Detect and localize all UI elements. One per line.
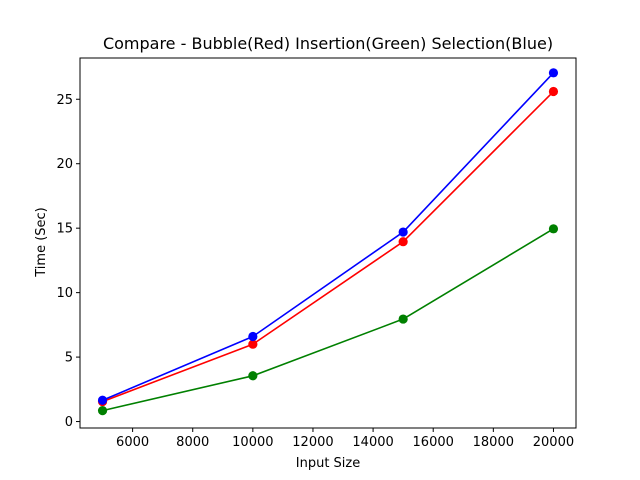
data-point-2-1 [248,331,258,342]
x-tick-label-0: 6000 [116,435,149,450]
y-tick-label-3: 15 [56,222,73,237]
data-point-0-1 [248,339,258,349]
x-tick-label-7: 20000 [533,435,574,450]
y-tick-label-4: 20 [56,157,73,172]
x-tick-label-3: 12000 [292,435,333,450]
y-axis-label: Time (Sec) [34,207,49,278]
x-axis-label: Input Size [296,456,360,471]
series-line-2 [102,72,555,402]
data-point-2-3 [548,68,559,78]
y-tick-label-5: 25 [56,93,73,108]
data-point-2-2 [398,227,408,237]
chart-title: Compare - Bubble(Red) Insertion(Green) S… [103,34,553,53]
axes-frame [79,57,577,429]
series-line-0 [102,90,555,403]
data-point-0-3 [548,86,559,97]
y-tick-label-1: 5 [65,351,73,366]
data-point-1-3 [548,224,559,234]
x-tick-label-6: 18000 [473,435,514,450]
x-tick-label-4: 14000 [352,435,393,450]
series-line-1 [102,228,554,412]
x-tick-label-1: 8000 [176,435,209,450]
data-point-2-0 [97,395,108,405]
plot-area: 6000 8000 10000 12000 14000 16000 18000 20000 0 5… [56,57,577,450]
data-point-1-2 [398,314,408,324]
data-point-1-0 [97,405,108,416]
data-point-0-2 [398,237,408,247]
y-tick-label-2: 10 [56,286,73,301]
y-tick-label-0: 0 [65,415,73,430]
x-tick-label-5: 16000 [413,435,454,450]
x-tick-label-2: 10000 [232,435,273,450]
data-point-1-1 [248,371,258,381]
